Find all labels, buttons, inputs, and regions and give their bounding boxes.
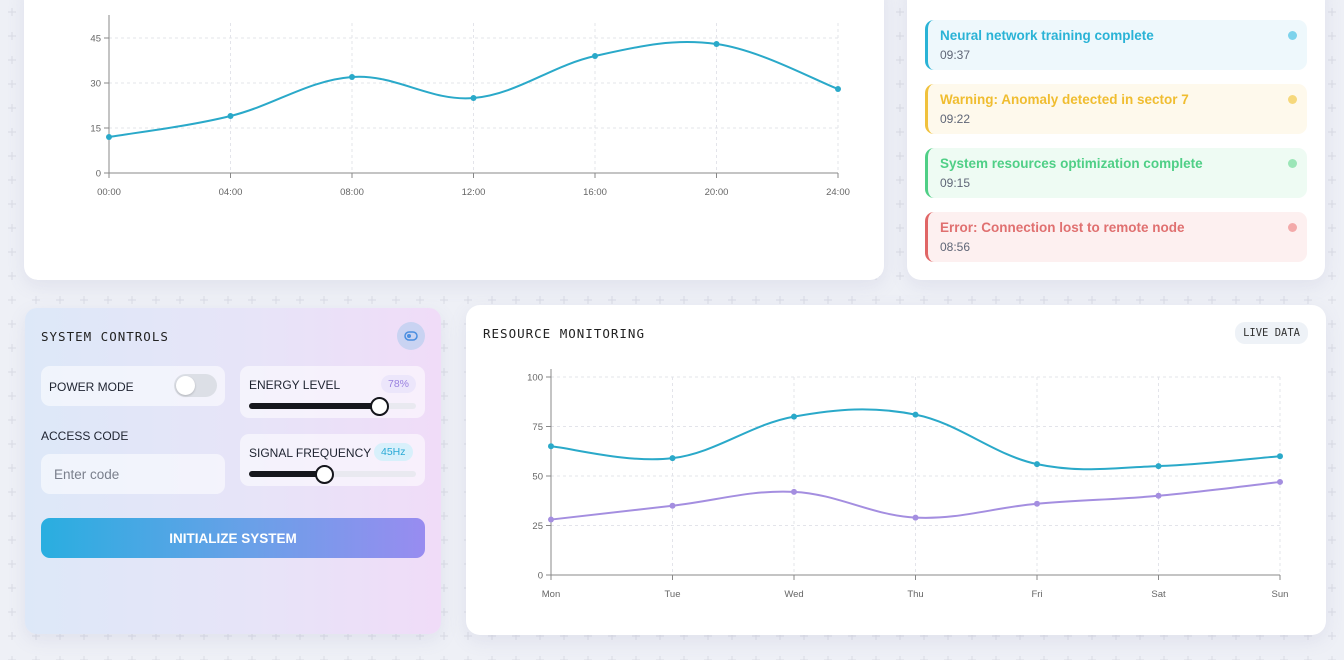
energy-level-label: ENERGY LEVEL: [249, 378, 341, 392]
data-point: [592, 53, 598, 59]
x-tick-label: Sun: [1272, 589, 1289, 600]
data-point: [1277, 478, 1283, 485]
alert-item-warning[interactable]: Warning: Anomaly detected in sector 7 09…: [925, 84, 1307, 134]
signal-frequency-slider[interactable]: [249, 465, 416, 484]
live-data-badge: LIVE DATA: [1235, 322, 1308, 344]
slider-fill: [249, 471, 325, 477]
x-tick-label: 00:00: [97, 187, 121, 198]
alert-time: 09:15: [940, 176, 971, 190]
data-point: [669, 455, 676, 462]
alert-item-error[interactable]: Error: Connection lost to remote node 08…: [925, 212, 1307, 262]
data-point: [669, 502, 676, 509]
data-point: [791, 488, 797, 495]
x-tick-label: Fri: [1031, 589, 1042, 600]
data-point: [713, 41, 720, 47]
x-tick-label: 16:00: [583, 187, 607, 198]
x-tick-label: Mon: [542, 589, 560, 600]
data-point: [470, 95, 477, 101]
initialize-system-button[interactable]: INITIALIZE SYSTEM: [41, 518, 425, 558]
alerts-panel: Neural network training complete 09:37 W…: [907, 0, 1325, 280]
signal-frequency-label: SIGNAL FREQUENCY: [249, 446, 372, 460]
y-tick-label: 30: [90, 79, 101, 90]
slider-thumb[interactable]: [315, 465, 335, 484]
alert-item-info[interactable]: Neural network training complete 09:37: [925, 20, 1307, 70]
energy-value-badge: 78%: [381, 375, 417, 393]
x-tick-label: Wed: [784, 589, 803, 600]
alert-time: 09:22: [940, 112, 971, 126]
x-tick-label: Sat: [1151, 589, 1166, 600]
status-dot: [1288, 31, 1297, 40]
x-tick-label: 08:00: [340, 187, 364, 198]
y-tick-label: 75: [532, 422, 543, 433]
y-tick-label: 50: [532, 472, 543, 483]
y-tick-label: 100: [527, 373, 543, 384]
data-point: [1277, 453, 1283, 460]
x-tick-label: 24:00: [826, 187, 850, 198]
data-point: [1155, 492, 1162, 499]
data-point: [548, 516, 554, 523]
panel-title: SYSTEM CONTROLS: [41, 329, 169, 344]
x-tick-label: 12:00: [462, 187, 486, 198]
signal-frequency-tile: SIGNAL FREQUENCY 45Hz: [240, 434, 425, 486]
alert-time: 09:37: [940, 48, 971, 62]
alert-message: Error: Connection lost to remote node: [940, 220, 1185, 235]
alert-message: System resources optimization complete: [940, 156, 1203, 171]
data-point: [912, 411, 919, 418]
data-point: [791, 413, 797, 420]
x-tick-label: Thu: [907, 589, 923, 600]
data-point: [1034, 500, 1040, 507]
energy-level-tile: ENERGY LEVEL 78%: [240, 366, 425, 418]
x-tick-label: Tue: [664, 589, 680, 600]
access-code-input[interactable]: [41, 454, 225, 494]
y-tick-label: 25: [532, 521, 543, 532]
y-tick-label: 15: [90, 124, 101, 135]
energy-level-slider[interactable]: [249, 397, 416, 416]
status-dot: [1288, 159, 1297, 168]
access-code-label: ACCESS CODE: [41, 429, 129, 443]
status-dot: [1288, 223, 1297, 232]
data-point: [912, 514, 919, 521]
y-tick-label: 0: [96, 169, 101, 180]
status-dot: [1288, 95, 1297, 104]
slider-fill: [249, 403, 380, 409]
alert-message: Warning: Anomaly detected in sector 7: [940, 92, 1189, 107]
toggle-knob: [176, 376, 195, 395]
alert-message: Neural network training complete: [940, 28, 1154, 43]
activity-chart: 0 15 30 45 00:00 04:00 08:00 12:00 16:00 20:00 24:…: [90, 15, 850, 198]
data-point: [106, 134, 112, 140]
x-tick-label: 20:00: [705, 187, 729, 198]
data-point: [349, 74, 355, 80]
resource-chart: 0 25 50 75 100 Mon Tue Wed Thu Fri Sat Sun: [527, 369, 1289, 600]
data-point: [227, 113, 234, 119]
y-tick-label: 0: [538, 571, 543, 582]
data-point: [835, 86, 841, 92]
system-controls-panel: SYSTEM CONTROLS POWER MODE ENERGY LEVEL …: [25, 308, 441, 634]
resource-monitoring-panel: RESOURCE MONITORING LIVE DATA 0 25 50 75 100…: [466, 305, 1326, 635]
slider-thumb[interactable]: [370, 397, 390, 416]
power-mode-tile: POWER MODE: [41, 366, 225, 406]
power-mode-toggle[interactable]: [174, 374, 217, 397]
panel-title: RESOURCE MONITORING: [483, 326, 645, 341]
toggle-icon[interactable]: [397, 322, 425, 350]
data-point: [1155, 463, 1162, 470]
x-tick-label: 04:00: [219, 187, 243, 198]
y-tick-label: 45: [90, 34, 101, 45]
power-mode-label: POWER MODE: [49, 380, 134, 394]
data-point: [548, 443, 554, 450]
signal-value-badge: 45Hz: [374, 443, 413, 461]
alert-item-success[interactable]: System resources optimization complete 0…: [925, 148, 1307, 198]
alert-time: 08:56: [940, 240, 971, 254]
activity-chart-card: 0 15 30 45 00:00 04:00 08:00 12:00 16:00 20:00 24:…: [24, 0, 884, 280]
data-point: [1034, 461, 1040, 468]
